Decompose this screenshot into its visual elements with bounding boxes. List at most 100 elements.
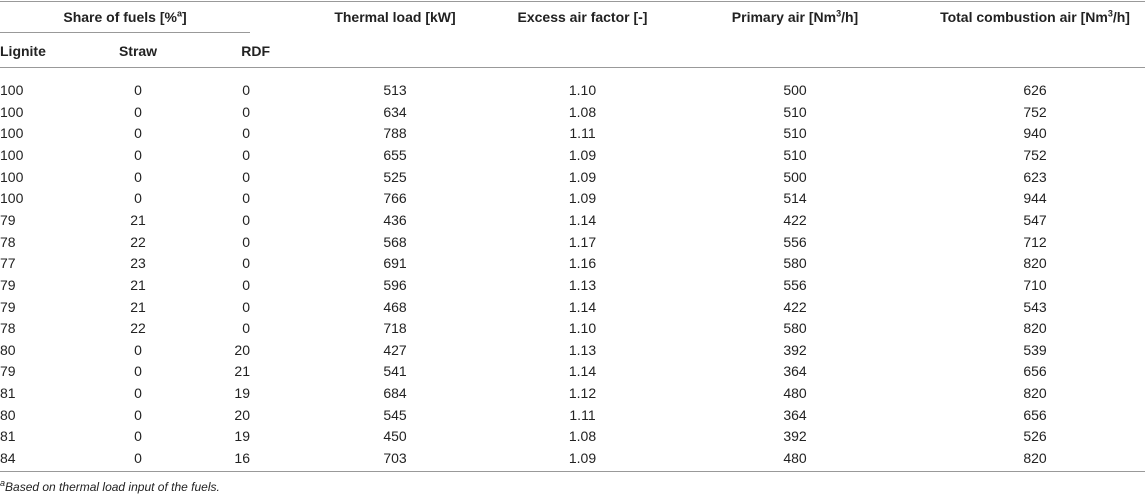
table-cell: 510 bbox=[783, 103, 807, 120]
table-cell: 0 bbox=[134, 103, 142, 120]
table-cell: 656 bbox=[1023, 406, 1047, 423]
table-cell: 22 bbox=[130, 320, 146, 337]
table-cell: 21 bbox=[130, 298, 146, 315]
table-cell: 1.13 bbox=[568, 276, 597, 293]
table-cell: 1.09 bbox=[568, 146, 597, 163]
table-cell: 100 bbox=[0, 82, 24, 98]
header-text: Straw bbox=[118, 43, 158, 59]
table-cell: 500 bbox=[783, 82, 807, 98]
table-cell: 940 bbox=[1023, 125, 1047, 142]
table-cell: 1.16 bbox=[568, 255, 597, 272]
table-cell: 0 bbox=[134, 406, 142, 423]
footnote: aBased on thermal load input of the fuel… bbox=[0, 478, 220, 496]
table-cell: 78 bbox=[0, 233, 16, 250]
table-cell: 468 bbox=[383, 298, 407, 315]
header-text: Total combustion air [Nm bbox=[940, 9, 1108, 25]
table-cell: 392 bbox=[783, 341, 807, 358]
header-sup: 3 bbox=[836, 8, 842, 19]
table-cell: 513 bbox=[383, 82, 407, 98]
table-cell: 100 bbox=[0, 146, 24, 163]
table-cell: 0 bbox=[242, 82, 250, 98]
table-cell: 19 bbox=[234, 385, 250, 402]
table-cell: 0 bbox=[134, 82, 142, 98]
table-cell: 0 bbox=[242, 168, 250, 185]
table-cell: 80 bbox=[0, 406, 16, 423]
table-cell: 20 bbox=[234, 341, 250, 358]
header-text: RDF bbox=[241, 43, 270, 59]
table-cell: 81 bbox=[0, 385, 16, 402]
table-cell: 100 bbox=[0, 190, 24, 207]
table-cell: 1.14 bbox=[568, 363, 597, 380]
table-cell: 510 bbox=[783, 125, 807, 142]
table-cell: 81 bbox=[0, 428, 16, 445]
table-cell: 820 bbox=[1023, 450, 1047, 466]
table-cell: 541 bbox=[383, 363, 407, 380]
header-text: ] bbox=[181, 9, 187, 25]
table-cell: 436 bbox=[383, 211, 407, 228]
table-cell: 820 bbox=[1023, 320, 1047, 337]
table-cell: 752 bbox=[1023, 146, 1047, 163]
table-cell: 0 bbox=[242, 255, 250, 272]
table-cell: 526 bbox=[1023, 428, 1047, 445]
table-cell: 525 bbox=[383, 168, 407, 185]
table-cell: 710 bbox=[1023, 276, 1047, 293]
table-cell: 580 bbox=[783, 255, 807, 272]
table-cell: 22 bbox=[130, 233, 146, 250]
table-cell: 79 bbox=[0, 363, 16, 380]
table-cell: 0 bbox=[242, 103, 250, 120]
table-cell: 1.08 bbox=[568, 103, 597, 120]
table-cell: 422 bbox=[783, 211, 807, 228]
table-cell: 0 bbox=[134, 168, 142, 185]
table-cell: 1.11 bbox=[569, 406, 596, 423]
table-cell: 766 bbox=[383, 190, 407, 207]
table-cell: 684 bbox=[383, 385, 407, 402]
table-cell: 1.14 bbox=[568, 298, 597, 315]
column-header: Thermal load [kW] bbox=[320, 8, 470, 26]
table-cell: 100 bbox=[0, 125, 24, 142]
table-cell: 1.14 bbox=[568, 211, 597, 228]
table-cell: 1.08 bbox=[568, 428, 597, 445]
table-cell: 80 bbox=[0, 341, 16, 358]
table-cell: 1.17 bbox=[568, 233, 597, 250]
table-cell: 510 bbox=[783, 146, 807, 163]
table-cell: 1.13 bbox=[568, 341, 597, 358]
group-header: Share of fuels [%a] bbox=[0, 8, 250, 26]
table-cell: 545 bbox=[383, 406, 407, 423]
table-cell: 0 bbox=[242, 125, 250, 142]
table-cell: 0 bbox=[242, 298, 250, 315]
table-cell: 0 bbox=[134, 428, 142, 445]
footnote-text: Based on thermal load input of the fuels… bbox=[5, 480, 220, 494]
table-cell: 944 bbox=[1023, 190, 1047, 207]
table-cell: 77 bbox=[0, 255, 16, 272]
table-cell: 0 bbox=[134, 190, 142, 207]
header-text: /h] bbox=[841, 9, 859, 25]
table-cell: 543 bbox=[1023, 298, 1047, 315]
table-cell: 79 bbox=[0, 276, 16, 293]
header-sup: 3 bbox=[1107, 8, 1113, 19]
table-cell: 0 bbox=[242, 211, 250, 228]
table-cell: 392 bbox=[783, 428, 807, 445]
table-cell: 21 bbox=[234, 363, 250, 380]
table-cell: 547 bbox=[1023, 211, 1047, 228]
header-rule bbox=[0, 67, 1145, 68]
table-cell: 1.09 bbox=[568, 168, 597, 185]
table-cell: 21 bbox=[130, 211, 146, 228]
column-header: Straw bbox=[88, 42, 188, 60]
table-cell: 656 bbox=[1023, 363, 1047, 380]
table-cell: 23 bbox=[130, 255, 146, 272]
table-cell: 1.09 bbox=[568, 190, 597, 207]
table-cell: 0 bbox=[134, 450, 142, 466]
table-cell: 364 bbox=[783, 363, 807, 380]
column-header: Excess air factor [-] bbox=[490, 8, 675, 26]
table-cell: 0 bbox=[134, 363, 142, 380]
group-rule bbox=[0, 32, 250, 33]
table-cell: 84 bbox=[0, 450, 16, 466]
header-text: Excess air factor [-] bbox=[517, 9, 648, 25]
footnote-sup: a bbox=[0, 478, 6, 488]
table-cell: 79 bbox=[0, 211, 16, 228]
table-cell: 788 bbox=[383, 125, 407, 142]
column-header: RDF bbox=[180, 42, 270, 60]
table-cell: 78 bbox=[0, 320, 16, 337]
table-cell: 0 bbox=[242, 320, 250, 337]
table-cell: 0 bbox=[242, 146, 250, 163]
